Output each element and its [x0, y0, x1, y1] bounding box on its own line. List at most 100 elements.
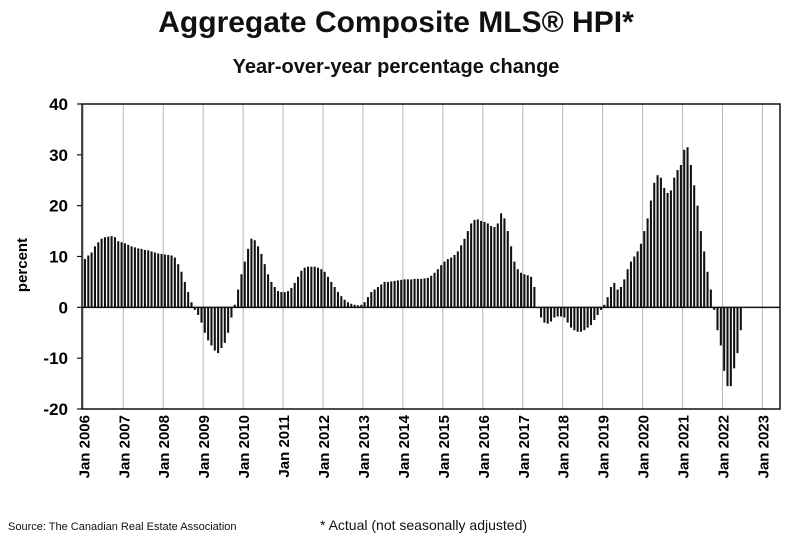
- bar: [706, 271, 709, 308]
- bar: [709, 289, 712, 308]
- bar: [140, 248, 143, 308]
- bar: [643, 231, 646, 308]
- bar: [416, 278, 419, 308]
- bar: [133, 247, 136, 308]
- bar: [506, 231, 509, 308]
- bar: [503, 218, 506, 308]
- bar: [669, 190, 672, 308]
- bar: [147, 250, 150, 308]
- bar: [383, 281, 386, 308]
- gridlines: [82, 104, 763, 409]
- bar: [150, 251, 153, 308]
- bar: [476, 219, 479, 308]
- bar: [716, 307, 719, 331]
- bar: [267, 274, 270, 308]
- bar: [599, 307, 603, 310]
- bar: [260, 253, 263, 308]
- bar: [719, 307, 722, 346]
- bar: [426, 277, 429, 308]
- x-tick-label: Jan 2019: [596, 415, 613, 478]
- bar: [380, 284, 383, 308]
- bar: [679, 165, 682, 308]
- bar: [273, 287, 276, 308]
- bar: [699, 231, 702, 308]
- bar: [450, 257, 453, 308]
- bar: [673, 177, 676, 308]
- bar: [619, 287, 622, 308]
- bar: [553, 307, 556, 318]
- bar: [626, 269, 629, 308]
- bar: [90, 252, 93, 308]
- bar: [336, 292, 340, 308]
- bar: [223, 307, 226, 343]
- plot-frame: [81, 103, 781, 410]
- bar: [616, 289, 619, 308]
- x-tick-label: Jan 2022: [716, 415, 733, 478]
- y-tick-label: 0: [59, 298, 68, 317]
- bar: [247, 248, 250, 308]
- bar: [283, 292, 286, 308]
- bar: [160, 253, 163, 308]
- bar: [213, 307, 216, 351]
- bar: [316, 267, 320, 308]
- bar: [456, 251, 459, 308]
- bar: [220, 307, 223, 348]
- bar: [137, 248, 140, 308]
- x-axis-ticks: Jan 2006 Jan 2007 Jan 2008 Jan 2009 Jan 2010…: [76, 414, 772, 478]
- bar: [396, 280, 399, 308]
- bar: [97, 242, 100, 308]
- bar: [163, 254, 166, 308]
- bar: [659, 177, 662, 308]
- bar: [280, 292, 283, 308]
- y-tick-label: -10: [43, 349, 68, 368]
- bar: [287, 291, 290, 308]
- bar: [370, 292, 373, 308]
- x-tick-label: Jan 2014: [396, 414, 413, 478]
- bar: [353, 304, 356, 308]
- y-tick-label: 10: [49, 248, 68, 267]
- bar: [520, 272, 523, 308]
- bar: [543, 307, 546, 323]
- bar: [373, 289, 376, 308]
- bar: [330, 281, 333, 308]
- bar: [666, 192, 669, 308]
- bar: [653, 182, 656, 308]
- bar: [386, 281, 389, 308]
- bar: [326, 276, 330, 308]
- bar: [540, 307, 543, 318]
- bar: [350, 303, 353, 308]
- bar: [663, 187, 666, 308]
- bar: [297, 276, 300, 308]
- bar: [403, 279, 406, 308]
- bar: [689, 165, 692, 308]
- bar: [483, 221, 486, 308]
- bar: [303, 267, 306, 308]
- bar: [546, 307, 549, 324]
- bar: [613, 282, 616, 308]
- bar: [233, 304, 236, 308]
- bar: [556, 307, 559, 317]
- bar: [127, 244, 130, 308]
- bar: [190, 302, 193, 308]
- bar: [723, 307, 726, 371]
- bar: [390, 281, 393, 308]
- bar: [523, 274, 526, 308]
- bar: [453, 254, 456, 308]
- source-note: Source: The Canadian Real Estate Associa…: [8, 521, 237, 533]
- bar: [173, 257, 176, 308]
- bar: [500, 213, 503, 308]
- bar: [636, 251, 639, 308]
- bar: [277, 291, 280, 308]
- bar: [346, 302, 349, 308]
- bar: [676, 170, 679, 308]
- bar: [113, 237, 116, 308]
- bar: [466, 231, 469, 308]
- bar: [197, 307, 200, 315]
- bar: [200, 307, 203, 323]
- bar: [490, 226, 493, 308]
- bar: [93, 246, 96, 308]
- bar: [713, 307, 716, 310]
- bar: [460, 245, 463, 308]
- x-tick-label: Jan 2010: [236, 415, 253, 478]
- bar: [436, 269, 439, 308]
